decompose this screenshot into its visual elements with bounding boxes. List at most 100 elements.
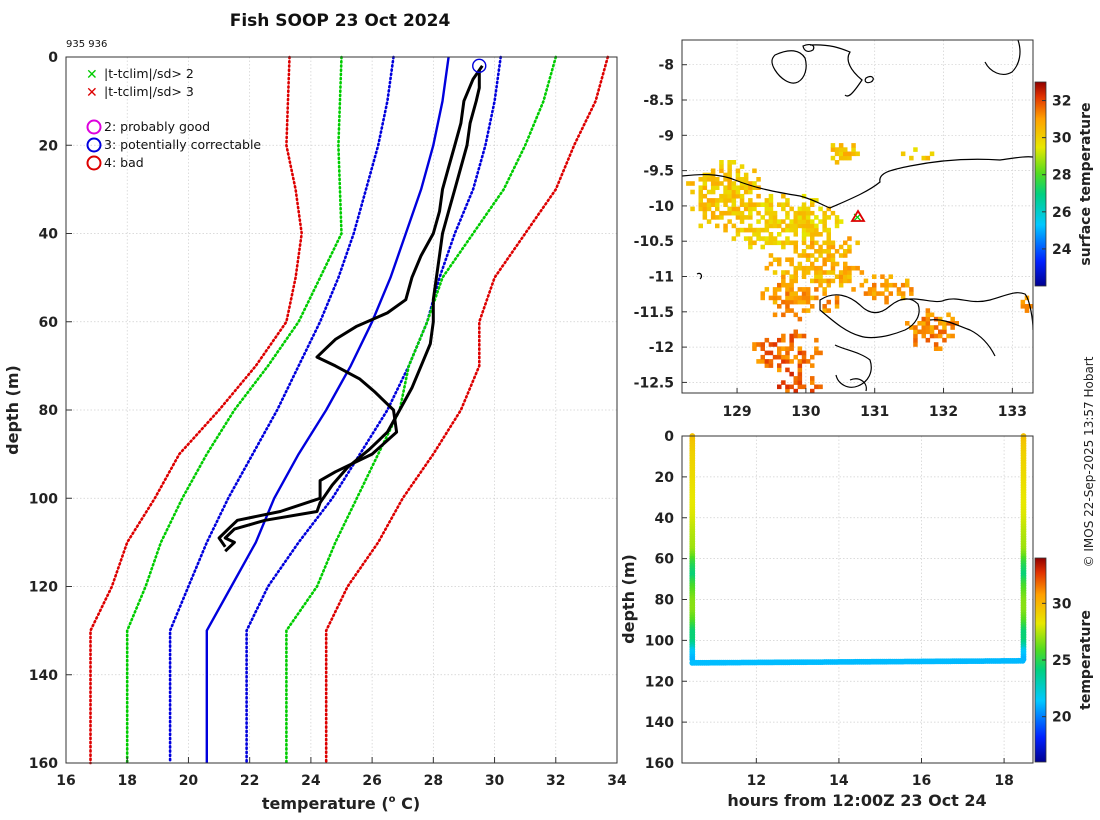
sst-cell — [938, 316, 943, 322]
sst-cell — [723, 189, 728, 195]
sst-cell — [777, 202, 782, 207]
sst-cell — [929, 329, 935, 335]
sst-cell — [801, 223, 807, 229]
sst-cell — [917, 329, 922, 335]
sst-cell — [921, 329, 926, 335]
sst-cell — [797, 346, 803, 351]
sst-cell — [810, 240, 815, 246]
sst-cell — [723, 223, 728, 229]
sst-cell — [950, 316, 955, 322]
sst-cell — [876, 291, 881, 296]
sst-cell — [702, 210, 708, 216]
sst-cell — [781, 312, 786, 318]
sst-cell — [925, 325, 931, 330]
sst-cell — [954, 321, 959, 326]
sst-cell — [801, 219, 807, 224]
sst-cell — [781, 274, 786, 279]
sst-cell — [727, 210, 732, 216]
sst-cell — [781, 244, 786, 250]
sst-cell — [723, 198, 728, 203]
sst-cell — [880, 282, 885, 288]
map-lat-label: -11 — [649, 270, 674, 286]
drop-position-marker: ✕ — [850, 209, 866, 226]
sst-cell — [785, 270, 790, 275]
sst-cell — [752, 232, 757, 237]
sst-cell — [768, 236, 774, 241]
sst-cell — [777, 354, 782, 360]
sst-cell — [822, 291, 827, 296]
sst-cell — [772, 210, 778, 216]
sst-cell — [743, 172, 749, 178]
sst-cell — [710, 202, 716, 207]
sst-cell — [781, 202, 786, 207]
sst-cell — [805, 215, 811, 220]
sst-cell — [764, 236, 770, 241]
profile-xtick-label: 16 — [56, 773, 75, 789]
sst-cell — [851, 151, 856, 157]
sst-cell — [925, 316, 931, 322]
legend-circle-magenta-icon — [86, 119, 102, 135]
sst-cell — [731, 189, 737, 195]
sst-cell — [797, 359, 803, 364]
sst-cell — [822, 270, 827, 275]
sst-cell — [810, 227, 815, 233]
sst-cell — [789, 371, 794, 377]
sst-cell — [748, 223, 753, 229]
map-lon-label: 129 — [722, 404, 751, 420]
sst-cell — [785, 350, 790, 356]
section-colorbar-label: temperature — [1078, 610, 1094, 710]
sst-cell — [710, 210, 716, 216]
sst-cell — [805, 359, 811, 364]
sst-cell — [810, 354, 815, 360]
sst-cell — [789, 291, 794, 296]
sst-cell — [686, 181, 691, 186]
profile-xtick-label: 26 — [362, 773, 381, 789]
profile-series-climatology-mean — [205, 56, 450, 763]
sst-cell — [847, 236, 852, 241]
sst-cell — [727, 198, 732, 203]
map-colorbar-tick-label: 26 — [1052, 205, 1071, 221]
sst-cell — [892, 282, 898, 288]
sst-cell — [847, 155, 852, 161]
sst-cell — [764, 350, 770, 356]
sst-cell — [743, 227, 749, 233]
sst-cell — [748, 198, 753, 203]
sst-cell — [690, 181, 695, 186]
sst-cell — [818, 278, 823, 284]
sst-cell — [834, 219, 840, 224]
sst-cell — [814, 350, 819, 356]
sst-cell — [731, 160, 737, 165]
profile-xtick-label: 24 — [301, 773, 321, 789]
sst-cell — [810, 380, 815, 385]
sst-cell — [727, 193, 732, 199]
sst-cell — [950, 325, 955, 330]
sst-cell — [843, 261, 848, 267]
sst-cell — [801, 193, 807, 199]
sst-cell — [781, 219, 786, 224]
sst-cell — [777, 287, 782, 292]
sst-cell — [723, 177, 728, 182]
sst-cell — [760, 291, 765, 296]
sst-cell — [826, 257, 831, 262]
sst-cell — [739, 181, 745, 186]
sst-cell — [872, 291, 877, 296]
sst-cell — [797, 287, 803, 292]
profile-flag-marker — [472, 58, 487, 74]
profile-xtick-label: 18 — [117, 773, 136, 789]
sst-cell — [826, 308, 831, 313]
sst-cell — [793, 232, 798, 237]
legend-x-green-icon: ✕ — [86, 67, 98, 83]
sst-cell — [706, 198, 712, 203]
sst-cell — [735, 215, 741, 220]
sst-cell — [777, 232, 782, 237]
sst-cell — [710, 198, 716, 203]
sst-cell — [938, 329, 943, 335]
sst-cell — [818, 219, 823, 224]
sst-cell — [748, 189, 753, 195]
sst-cell — [805, 227, 811, 233]
sst-cell — [785, 215, 790, 220]
sst-cell — [710, 215, 716, 220]
sst-cell — [814, 274, 819, 279]
sst-cell — [777, 367, 782, 373]
sst-cell — [743, 202, 749, 207]
